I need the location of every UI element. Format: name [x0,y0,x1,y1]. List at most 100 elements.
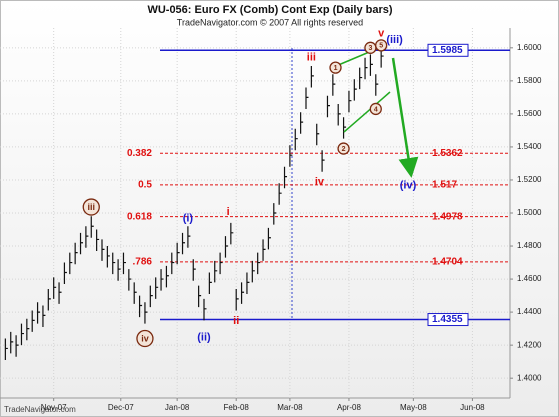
price-bar [47,288,51,311]
wave-label: iv [315,176,325,188]
price-bar [165,265,169,288]
wave-label: iv [141,333,149,343]
price-bar [316,123,320,146]
price-bar [257,252,261,275]
price-bar [101,239,105,261]
wave-label: 5 [379,43,383,50]
price-bar [112,252,116,275]
x-tick-label: May-08 [400,403,427,412]
wave-label: i [227,206,230,218]
x-tick-label: Jun-08 [460,403,485,412]
price-bar [203,298,207,321]
wave-circle [82,198,100,216]
price-bar [138,295,143,318]
price-bar [267,227,271,250]
price-bar [326,95,330,118]
price-bar [149,285,153,308]
price-bar [214,260,218,283]
wave-label: (i) [183,212,194,224]
price-bar [198,285,202,308]
price-bar [176,242,180,265]
level-label: 1.4978 [432,211,463,222]
price-bar [310,65,314,88]
wave-circle [369,102,382,116]
price-bar [342,117,347,139]
price-bar [321,150,325,172]
level-label: 1.5985 [432,45,463,56]
wave-circle [375,39,388,52]
level-label: 1.5362 [432,148,463,159]
price-bar [15,335,19,357]
x-tick-label: Jan-08 [165,403,190,412]
price-bar [353,79,357,101]
ratio-label: 0.382 [127,148,152,159]
level-label: 1.517 [432,180,457,191]
price-bar [53,277,57,299]
price-bar [31,310,35,332]
wave-label: (iv) [400,179,417,191]
chart-subtitle: TradeNavigator.com © 2007 All rights res… [177,17,363,27]
price-bar [122,252,126,275]
wave-label: 4 [374,106,378,113]
x-tick-label: Apr-08 [337,403,362,412]
price-bar [4,338,8,361]
price-bar [240,282,245,304]
price-bar [192,259,196,281]
price-bar [133,282,137,304]
y-tick-label: 1.4600 [517,274,542,283]
y-tick-label: 1.5600 [517,109,542,118]
price-bar [96,229,100,251]
x-tick-label: Nov-07 [41,403,67,412]
price-bar [85,226,89,248]
price-bar [187,226,191,248]
wave-label: ii [233,315,239,327]
y-tick-label: 1.4400 [517,307,542,316]
price-bar [364,57,368,80]
level-label: 1.4704 [432,257,463,268]
price-bar [224,236,228,258]
x-tick-label: Dec-07 [108,403,134,412]
price-bar [289,145,293,167]
price-bar [128,269,132,291]
price-bar [348,90,352,113]
ratio-label: 0.5 [138,180,152,191]
price-bar [251,260,255,283]
y-tick-label: 1.4000 [517,373,542,382]
price-bar [294,128,298,151]
chart-title: WU-056: Euro FX (Comb) Cont Exp (Daily b… [147,4,392,16]
wave-label: 2 [342,146,346,153]
price-bar [171,252,175,275]
wave-label: iii [307,51,316,63]
level-label-box [427,313,469,327]
ratio-label: .786 [133,257,153,268]
price-bar [278,183,282,205]
price-bar [69,252,73,275]
price-bar [106,246,110,268]
price-bar [63,262,67,285]
price-bar [36,302,41,324]
wave-circle [329,61,342,74]
price-bar [26,318,30,341]
wave-label: 1 [334,65,338,72]
x-tick-label: Feb-08 [224,403,250,412]
price-bar [58,282,62,304]
price-bar [305,87,309,109]
wave-circle [136,329,154,348]
price-bar [79,232,84,255]
wave-label: (ii) [197,331,211,343]
source: TradeNavigator.com [4,405,76,414]
price-bar [300,112,304,134]
price-bar [273,203,277,225]
y-tick-label: 1.4800 [517,241,542,250]
price-bar [332,74,336,96]
wave-label: iii [88,202,96,212]
price-bar [155,277,159,299]
price-bar [90,216,94,238]
wave-label: 3 [368,45,372,52]
ratio-label: 0.618 [127,211,152,222]
projection-arrow [391,57,419,178]
y-tick-label: 1.5000 [517,208,542,217]
price-bar [20,323,24,346]
y-tick-label: 1.4200 [517,340,542,349]
wave-circle [337,142,350,155]
